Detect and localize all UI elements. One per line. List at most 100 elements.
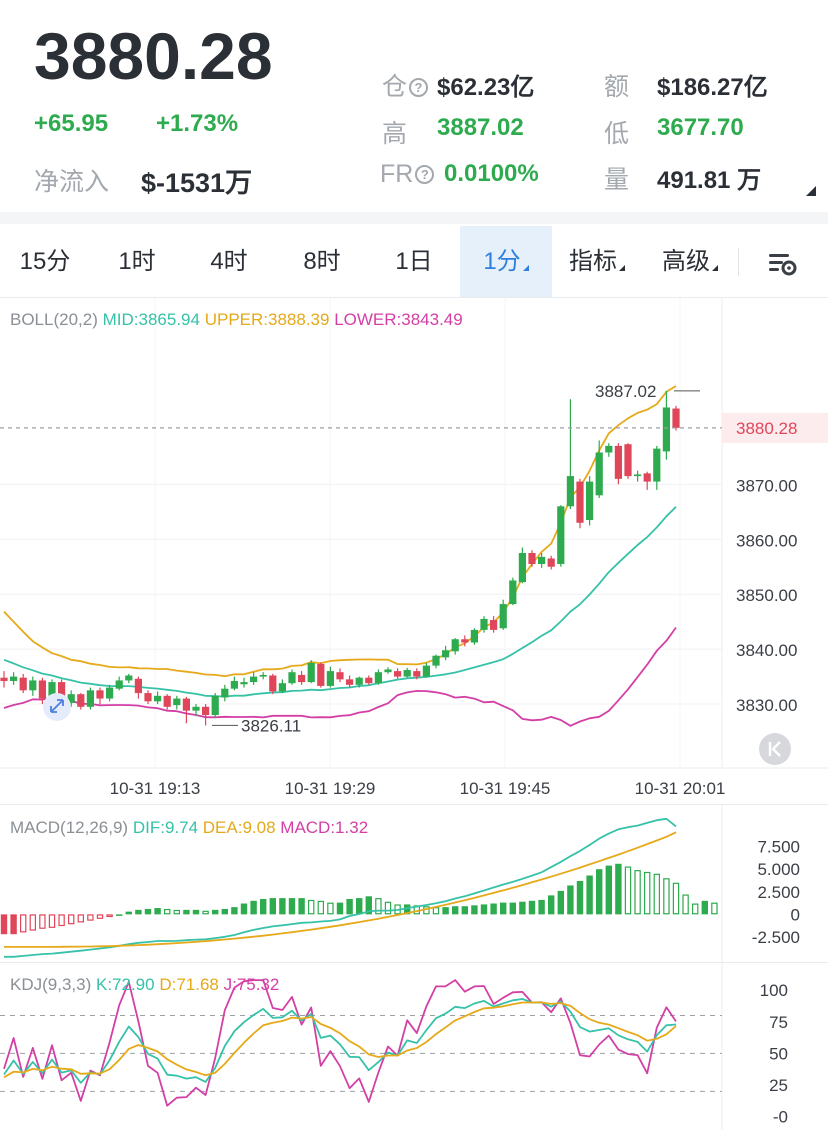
low-marker: 3826.11 bbox=[241, 716, 301, 735]
macd-bar bbox=[384, 901, 392, 915]
candle-body bbox=[547, 558, 555, 567]
macd-dea: DEA:9.08 bbox=[202, 818, 276, 837]
macd-bar bbox=[308, 899, 315, 915]
kdj-chart[interactable]: 100 75 50 25 -0 bbox=[0, 963, 828, 1130]
tab-divider bbox=[738, 248, 739, 276]
macd-legend: MACD(12,26,9) DIF:9.74 DEA:9.08 MACD:1.3… bbox=[10, 818, 368, 838]
macd-bar bbox=[356, 898, 363, 915]
tab-1h[interactable]: 1时 bbox=[118, 248, 156, 275]
candle-body bbox=[298, 674, 306, 683]
tab-1d[interactable]: 1日 bbox=[395, 248, 433, 275]
funding-rate-label: FR? bbox=[380, 160, 435, 189]
macd-bar bbox=[240, 903, 248, 915]
candle-body bbox=[221, 688, 229, 698]
macd-chart[interactable]: 7.500 5.000 2.500 0 -2.500 bbox=[0, 805, 828, 962]
macd-bar bbox=[672, 882, 680, 915]
candle-body bbox=[29, 680, 37, 691]
info-icon[interactable]: ? bbox=[409, 78, 429, 97]
kdj-j: J:75.32 bbox=[223, 975, 280, 994]
panel-divider bbox=[0, 962, 828, 963]
macd-bar bbox=[663, 878, 670, 915]
candle-body bbox=[461, 639, 469, 643]
time-axis: 10-31 19:13 10-31 19:29 10-31 19:45 10-31 2… bbox=[110, 779, 726, 798]
macd-bar bbox=[288, 898, 296, 915]
macd-bar bbox=[221, 908, 228, 915]
macd-bar bbox=[701, 900, 708, 915]
macd-bar bbox=[519, 901, 526, 915]
macd-bar bbox=[250, 900, 257, 915]
low-value: 3677.70 bbox=[657, 114, 744, 141]
candle-body bbox=[173, 698, 181, 706]
macd-bar bbox=[135, 909, 142, 915]
macd-bar bbox=[298, 898, 305, 915]
candle-body bbox=[528, 553, 536, 564]
macd-bar bbox=[0, 914, 8, 935]
dropdown-caret-icon bbox=[522, 265, 529, 271]
macd-bar bbox=[365, 896, 372, 915]
macd-bar bbox=[375, 898, 382, 915]
chart-grid bbox=[0, 298, 828, 769]
candle-body bbox=[595, 452, 603, 496]
macd-bar bbox=[317, 900, 325, 915]
candlestick-chart[interactable]: 3880.28 3870.00 3860.00 3850.00 3840.00 3830… bbox=[0, 298, 828, 804]
kdj-lines bbox=[3, 979, 677, 1107]
boll-upper: UPPER:3888.39 bbox=[204, 310, 330, 329]
macd-bar bbox=[432, 907, 440, 915]
macd-bar bbox=[48, 914, 56, 928]
volume-value: 491.81 万 bbox=[657, 167, 762, 194]
macd-bar bbox=[461, 906, 468, 915]
net-inflow-value: $-1531万 bbox=[141, 168, 253, 198]
macd-bar bbox=[336, 902, 344, 915]
tab-advanced[interactable]: 高级 bbox=[642, 226, 738, 297]
macd-bar bbox=[624, 866, 632, 915]
macd-bar bbox=[87, 914, 94, 921]
time-tick-label: 10-31 20:01 bbox=[635, 779, 726, 798]
candle-body bbox=[269, 675, 277, 692]
info-icon[interactable]: ? bbox=[415, 165, 435, 184]
macd-bar bbox=[548, 895, 555, 915]
position-value: $62.23亿 bbox=[437, 74, 535, 101]
candle-body bbox=[134, 678, 142, 694]
macd-name: MACD(12,26,9) bbox=[10, 818, 129, 837]
candle-body bbox=[336, 672, 344, 680]
candle-body bbox=[250, 676, 258, 683]
expand-corner-icon[interactable] bbox=[806, 186, 816, 196]
time-tick-label: 10-31 19:29 bbox=[285, 779, 376, 798]
candle-body bbox=[346, 679, 354, 685]
kdj-axis: 100 75 50 25 -0 bbox=[760, 981, 788, 1126]
tab-8h[interactable]: 8时 bbox=[303, 248, 341, 275]
tab-1m[interactable]: 1分 bbox=[460, 226, 552, 297]
macd-bar bbox=[260, 899, 267, 915]
macd-tick-label: -2.500 bbox=[752, 928, 800, 947]
macd-bar bbox=[471, 905, 478, 915]
tab-15m[interactable]: 15分 bbox=[19, 248, 71, 275]
boll-lower: LOWER:3843.49 bbox=[334, 310, 463, 329]
chart-settings-button[interactable] bbox=[752, 226, 812, 297]
price-tick-label: 3840.00 bbox=[736, 641, 797, 660]
tab-indicators[interactable]: 指标 bbox=[552, 226, 642, 297]
high-marker: 3887.02 bbox=[595, 382, 656, 401]
kdj-tick-label: 25 bbox=[769, 1076, 788, 1095]
macd-tick-label: 5.000 bbox=[757, 860, 800, 879]
kdj-legend: KDJ(9,3,3) K:72.90 D:71.68 J:75.32 bbox=[10, 975, 279, 995]
candle-body bbox=[307, 662, 315, 683]
candle-body bbox=[538, 556, 546, 564]
panel-divider bbox=[0, 804, 828, 805]
candle-body bbox=[374, 672, 382, 684]
candle-body bbox=[192, 706, 200, 711]
candle-body bbox=[624, 444, 632, 477]
high-value: 3887.02 bbox=[437, 114, 524, 141]
scroll-to-latest-button[interactable] bbox=[759, 733, 791, 765]
macd-tick-label: 2.500 bbox=[757, 883, 800, 902]
candle-body bbox=[576, 481, 584, 523]
tab-4h[interactable]: 4时 bbox=[210, 248, 248, 275]
macd-bar bbox=[231, 907, 238, 915]
macd-bar bbox=[576, 880, 584, 915]
dropdown-caret-icon bbox=[712, 265, 718, 271]
candle-body bbox=[144, 693, 152, 702]
macd-bar bbox=[154, 908, 161, 915]
candle-body bbox=[230, 680, 238, 689]
candle-body bbox=[566, 476, 574, 507]
high-label: 高 bbox=[382, 120, 408, 148]
price-tick-label: 3850.00 bbox=[736, 586, 797, 605]
